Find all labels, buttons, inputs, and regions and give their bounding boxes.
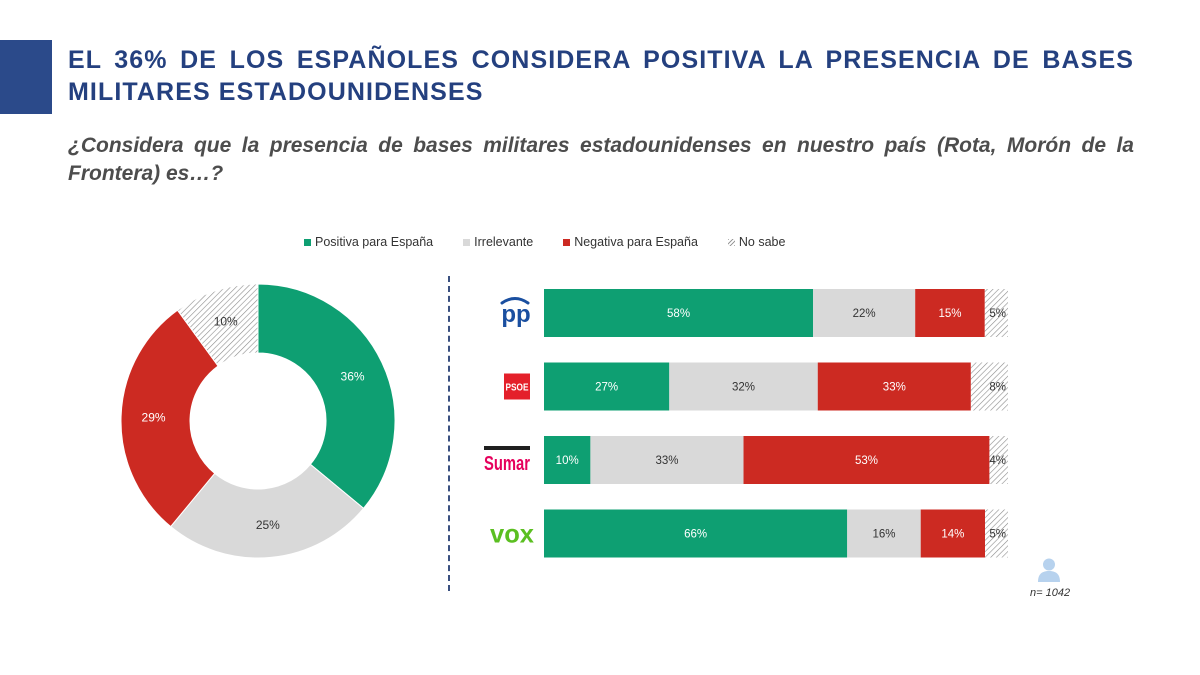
bar-label-pp-irrelevant: 22% xyxy=(853,308,876,320)
legend-item-negative: Negativa para España xyxy=(563,235,698,249)
bar-label-psoe-irrelevant: 32% xyxy=(732,382,755,394)
party-logo-psoe: PSOE xyxy=(504,373,530,400)
sample-size: n= 1042 xyxy=(1030,587,1071,599)
legend-swatch-negative xyxy=(563,238,571,246)
legend-label-dont-know: No sabe xyxy=(738,235,786,249)
donut-slice-irrelevant xyxy=(169,463,365,559)
stacked-bar-chart: 58% 22% 15% 5% pp 27% 32% 33% 8% PSOE 10% 33% 53% 4% S… xyxy=(484,289,1008,558)
donut-chart: 36% 25% 29% 10% xyxy=(120,283,396,559)
legend-swatch-dont-know xyxy=(727,238,735,246)
legend-item-irrelevant: Irrelevante xyxy=(463,235,533,249)
bar-label-sumar-irrelevant: 33% xyxy=(655,455,678,467)
donut-slice-negative xyxy=(120,309,219,528)
bar-label-pp-dont-know: 5% xyxy=(989,308,1006,320)
bar-segment-vox-negative xyxy=(920,509,986,558)
bar-label-vox-negative: 14% xyxy=(941,529,964,541)
bar-segment-sumar-irrelevant xyxy=(590,436,744,484)
bar-label-vox-dont-know: 5% xyxy=(989,529,1006,541)
bar-label-sumar-dont-know: 4% xyxy=(989,455,1006,467)
bar-segment-pp-dont-know xyxy=(984,289,1008,337)
bar-segment-psoe-positive xyxy=(544,362,670,411)
bar-segment-sumar-positive xyxy=(544,436,591,484)
legend-label-irrelevant: Irrelevante xyxy=(474,235,534,249)
party-logo-sumar: Sumar xyxy=(484,446,530,475)
legend-label-positive: Positiva para España xyxy=(315,235,434,249)
bar-segment-psoe-dont-know xyxy=(970,362,1008,411)
bar-segment-pp-negative xyxy=(915,289,985,337)
legend-item-positive: Positiva para España xyxy=(304,235,433,249)
bar-label-pp-negative: 15% xyxy=(938,308,961,320)
section-divider xyxy=(448,276,450,591)
legend-swatch-irrelevant xyxy=(463,238,471,246)
bar-label-pp-positive: 58% xyxy=(667,308,690,320)
bar-label-sumar-negative: 53% xyxy=(855,455,878,467)
bar-segment-psoe-irrelevant xyxy=(669,362,818,411)
chart-legend: Positiva para España Irrelevante Negativ… xyxy=(304,235,815,249)
donut-label-dont-know: 10% xyxy=(214,315,238,329)
legend-label-negative: Negativa para España xyxy=(574,235,698,249)
survey-question: ¿Considera que la presencia de bases mil… xyxy=(68,134,1134,185)
bar-label-psoe-positive: 27% xyxy=(595,382,618,394)
donut-slice-dont-know xyxy=(176,283,259,367)
legend-item-dont-know: No sabe xyxy=(727,235,786,249)
bar-segment-psoe-negative xyxy=(817,362,971,411)
bar-label-psoe-negative: 33% xyxy=(883,382,906,394)
bar-segment-sumar-dont-know xyxy=(989,436,1008,484)
party-logo-pp: pp xyxy=(500,297,531,328)
donut-label-positive: 36% xyxy=(341,370,365,384)
bar-segment-pp-positive xyxy=(544,289,814,337)
party-logo-text-vox: vox xyxy=(490,519,535,549)
bar-label-psoe-dont-know: 8% xyxy=(989,382,1006,394)
bar-segment-vox-positive xyxy=(544,509,848,558)
page-title: EL 36% DE LOS ESPAÑOLES CONSIDERA POSITI… xyxy=(68,46,1134,106)
user-icon xyxy=(1038,558,1060,582)
legend-swatch-positive xyxy=(304,238,311,246)
donut-slice-positive xyxy=(257,283,396,510)
party-logo-vox: vox xyxy=(490,519,535,549)
bar-segment-vox-irrelevant xyxy=(847,509,921,558)
bar-segment-sumar-negative xyxy=(743,436,990,484)
bar-label-sumar-positive: 10% xyxy=(556,455,579,467)
bar-label-vox-positive: 66% xyxy=(684,529,707,541)
party-logo-text-psoe: PSOE xyxy=(506,383,529,394)
title-accent-block xyxy=(0,40,52,114)
bar-segment-pp-irrelevant xyxy=(813,289,916,337)
party-logo-text-sumar: Sumar xyxy=(484,453,530,475)
bar-segment-vox-dont-know xyxy=(985,509,1008,558)
bar-label-vox-irrelevant: 16% xyxy=(872,529,895,541)
donut-label-irrelevant: 25% xyxy=(256,518,280,532)
donut-label-negative: 29% xyxy=(142,411,166,425)
party-logo-text-pp: pp xyxy=(501,301,530,328)
